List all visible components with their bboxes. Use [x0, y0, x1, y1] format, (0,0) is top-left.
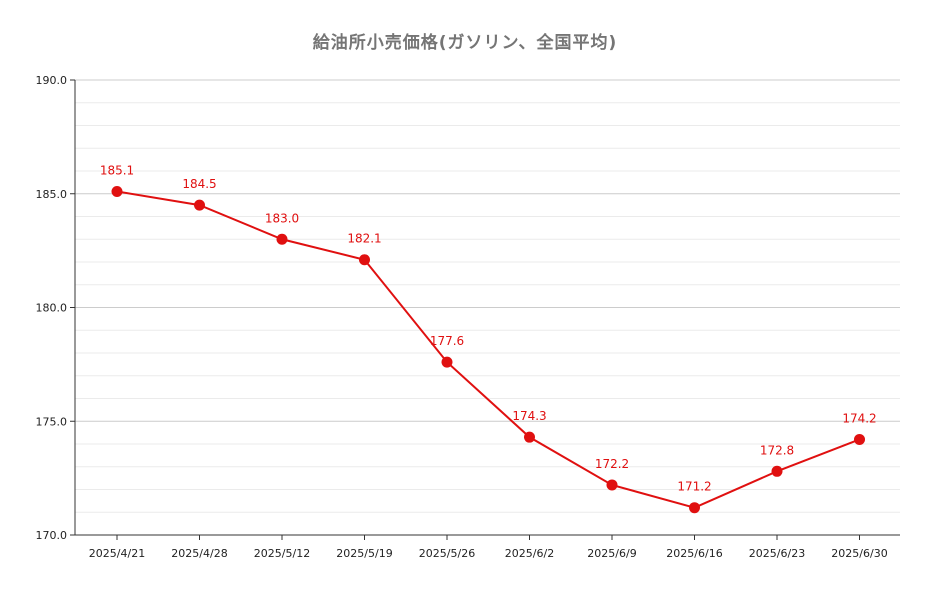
x-tick-label: 2025/6/30	[831, 547, 887, 560]
data-point	[194, 199, 205, 211]
series-line	[116, 190, 860, 509]
y-tick-label: 180.0	[36, 302, 68, 315]
y-tick-label: 185.0	[36, 188, 68, 201]
chart-title: 給油所小売価格(ガソリン、全国平均)	[312, 33, 618, 53]
data-label: 174.2	[842, 411, 876, 425]
data-point	[771, 465, 783, 477]
data-point	[441, 356, 453, 368]
data-label: 172.2	[595, 457, 629, 471]
data-point	[689, 502, 700, 514]
data-point	[359, 254, 370, 266]
data-label: 185.1	[100, 163, 134, 177]
data-point	[524, 431, 535, 443]
x-tick-label: 2025/5/12	[254, 547, 310, 560]
data-label: 177.6	[430, 334, 464, 348]
data-label: 184.5	[182, 177, 216, 191]
x-tick-label: 2025/6/2	[505, 547, 554, 560]
data-label: 171.2	[677, 480, 711, 494]
data-point	[606, 479, 618, 491]
y-tick-label: 175.0	[36, 415, 68, 428]
x-tick-label: 2025/4/21	[89, 547, 145, 560]
data-point	[111, 185, 123, 197]
data-label: 183.0	[265, 211, 299, 225]
data-label: 182.1	[347, 232, 381, 246]
data-label: 174.3	[512, 409, 546, 423]
x-tick-label: 2025/6/16	[666, 547, 722, 560]
x-tick-label: 2025/5/19	[336, 547, 392, 560]
data-point	[854, 433, 865, 445]
x-tick-label: 2025/4/28	[171, 547, 227, 560]
data-point	[276, 233, 288, 245]
y-tick-label: 190.0	[36, 74, 68, 87]
y-tick-label: 170.0	[36, 529, 68, 542]
x-tick-label: 2025/6/9	[587, 547, 636, 560]
data-label: 172.8	[760, 443, 794, 457]
x-tick-label: 2025/6/23	[749, 547, 805, 560]
x-tick-label: 2025/5/26	[419, 547, 475, 560]
